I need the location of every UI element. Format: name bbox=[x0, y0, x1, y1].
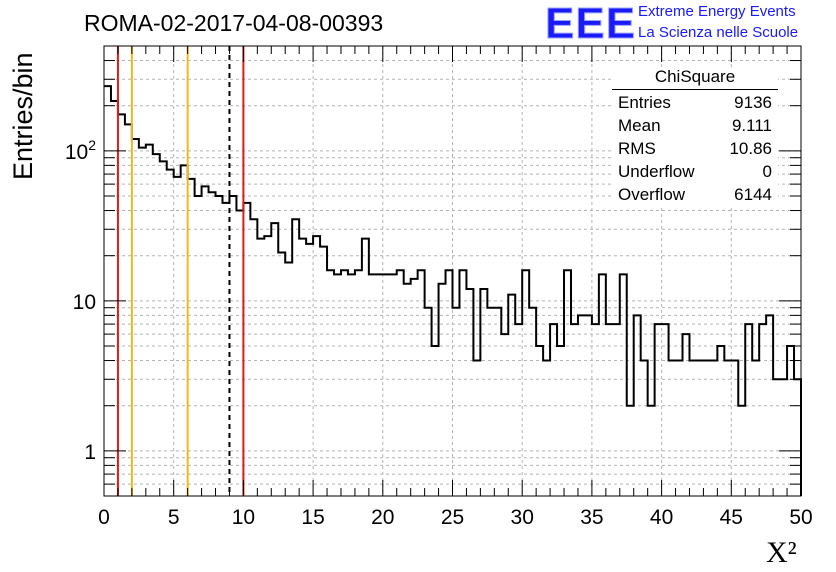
chart-title: ROMA-02-2017-04-08-00393 bbox=[84, 10, 384, 36]
stats-row: Mean 9.111 bbox=[612, 114, 778, 137]
stats-label: Overflow bbox=[618, 185, 686, 204]
y-axis-label: Entries/bin bbox=[8, 52, 38, 180]
marker-lines bbox=[116, 46, 245, 496]
stats-row: Entries 9136 bbox=[612, 91, 778, 114]
x-tick-label: 45 bbox=[720, 506, 743, 529]
stats-value: 9136 bbox=[734, 93, 772, 112]
stats-value: 6144 bbox=[734, 185, 772, 204]
x-tick-label: 35 bbox=[580, 506, 603, 529]
svg-text:EEE: EEE bbox=[545, 2, 636, 42]
stats-label: Mean bbox=[618, 116, 661, 135]
x-tick-label: 40 bbox=[650, 506, 673, 529]
x-tick-label: 25 bbox=[441, 506, 464, 529]
x-tick-label: 50 bbox=[789, 506, 812, 529]
y-tick-label: 1 bbox=[84, 441, 96, 464]
x-tick-label: 30 bbox=[511, 506, 534, 529]
y-tick-label: 102 bbox=[65, 137, 96, 164]
stats-label: Underflow bbox=[618, 162, 695, 181]
logo-tagline-1: Extreme Energy Events bbox=[638, 3, 796, 20]
y-tick-exponent: 2 bbox=[88, 137, 96, 153]
x-tick-label: 0 bbox=[98, 506, 110, 529]
x-tick-label: 5 bbox=[168, 506, 180, 529]
stats-value: 0 bbox=[762, 162, 772, 181]
stats-title: ChiSquare bbox=[612, 67, 778, 90]
grid-lines bbox=[104, 45, 801, 497]
stats-label: RMS bbox=[618, 139, 656, 158]
stats-box: ChiSquare Entries 9136 Mean 9.111 RMS 10.86… bbox=[612, 67, 778, 206]
stats-value: 9.111 bbox=[731, 116, 772, 135]
histogram-series bbox=[104, 85, 802, 496]
stats-value: 10.86 bbox=[729, 139, 772, 158]
stats-row: Underflow 0 bbox=[612, 160, 778, 183]
x-axis-label: X² bbox=[766, 536, 797, 569]
x-tick-label: 20 bbox=[371, 506, 394, 529]
logo-tagline-2: La Scienza nelle Scuole bbox=[638, 24, 799, 41]
y-tick-label: 10 bbox=[73, 291, 96, 314]
axis-ticks bbox=[103, 45, 802, 497]
x-tick-label: 15 bbox=[301, 506, 324, 529]
stats-row: Overflow 6144 bbox=[612, 183, 778, 206]
histogram-outline bbox=[104, 85, 802, 496]
x-tick-label: 10 bbox=[232, 506, 255, 529]
stats-row: RMS 10.86 bbox=[612, 137, 778, 160]
eee-logo: EEE bbox=[545, 2, 636, 42]
stats-label: Entries bbox=[618, 93, 671, 112]
